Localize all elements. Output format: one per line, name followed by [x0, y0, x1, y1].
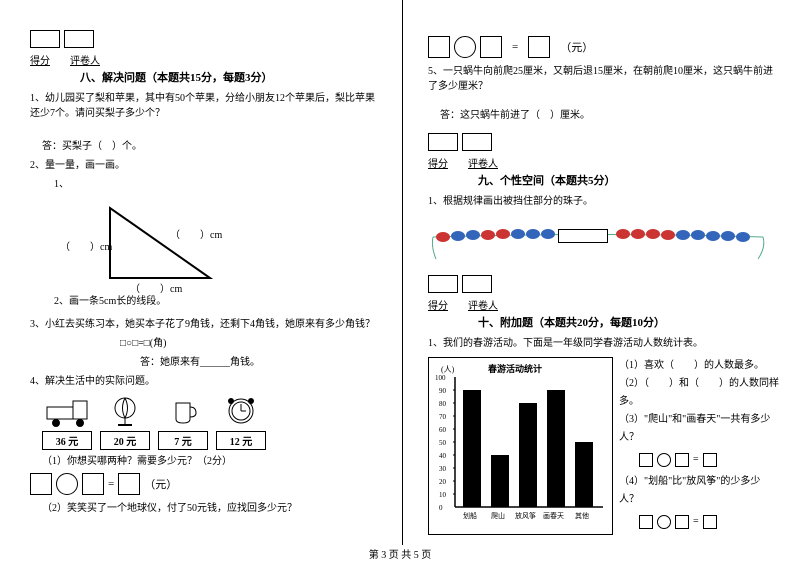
- blank-box: [118, 473, 140, 495]
- q8-3-ans: 答：她原来有______角钱。: [140, 355, 382, 370]
- eq-row-1: = （元）: [30, 473, 382, 495]
- blank-box: [703, 515, 717, 529]
- svg-text:其他: 其他: [575, 511, 589, 520]
- svg-text:20: 20: [439, 478, 447, 486]
- blank-box: [675, 515, 689, 529]
- item-cup: 7 元: [158, 393, 208, 450]
- cq3: （3）"爬山"和"画春天"一共有多少人？: [619, 411, 780, 447]
- unit-yuan: （元）: [560, 39, 593, 55]
- triangle-figure: （ ）cm （ ）cm （ ）cm: [80, 198, 240, 288]
- blank-box: [675, 453, 689, 467]
- item-globe: 20 元: [100, 393, 150, 450]
- q8-1: 1、幼儿园买了梨和苹果，其中有50个苹果，分给小朋友12个苹果后，梨比苹果还少7…: [30, 91, 382, 121]
- blank-circle: [454, 36, 476, 58]
- svg-text:40: 40: [439, 452, 447, 460]
- svg-text:爬山: 爬山: [491, 511, 505, 520]
- tri-label-left: （ ）cm: [60, 238, 112, 253]
- score-label: 得分: [30, 52, 50, 67]
- equals-sign: =: [108, 478, 114, 490]
- item-clock: 12 元: [216, 393, 266, 450]
- svg-text:80: 80: [439, 400, 447, 408]
- svg-text:30: 30: [439, 465, 447, 473]
- price-1: 36 元: [42, 431, 92, 450]
- score-box: [428, 275, 458, 293]
- reviewer-box: [64, 30, 94, 48]
- score-section: [30, 30, 382, 48]
- blank-box: [639, 515, 653, 529]
- blank-box: [428, 36, 450, 58]
- q8-2-2: 2、画一条5cm长的线段。: [54, 294, 382, 309]
- q8-4-1: （1）你想买哪两种？需要多少元？（2分）: [42, 454, 382, 469]
- q8-2: 2、量一量，画一画。: [30, 158, 382, 173]
- tri-label-hyp: （ ）cm: [170, 226, 222, 241]
- chart-title: 春游活动统计: [487, 363, 542, 374]
- blank-circle: [657, 515, 671, 529]
- q8-5: 5、一只蜗牛向前爬25厘米，又朝后退15厘米，在朝前爬10厘米，这只蜗牛前进了多…: [428, 64, 780, 94]
- score-section-9: [428, 133, 780, 151]
- equals-sign: =: [512, 41, 518, 53]
- q8-4: 4、解决生活中的实际问题。: [30, 374, 382, 389]
- tri-label-bottom: （ ）cm: [130, 280, 182, 295]
- items-row: 36 元 20 元 7 元 12 元: [42, 393, 382, 450]
- price-3: 7 元: [158, 431, 208, 450]
- score-section-10: [428, 275, 780, 293]
- price-4: 12 元: [216, 431, 266, 450]
- bar-chart: (人) 春游活动统计 0 10 20 30 40 50 60 70 80 90 …: [428, 357, 613, 535]
- score-box: [428, 133, 458, 151]
- q8-5-ans: 答：这只蜗牛前进了（ ）厘米。: [440, 108, 780, 123]
- svg-text:70: 70: [439, 413, 447, 421]
- blank-box: [480, 36, 502, 58]
- blank-box: [639, 453, 653, 467]
- price-2: 20 元: [100, 431, 150, 450]
- q10-1: 1、我们的春游活动。下面是一年级同学春游活动人数统计表。: [428, 336, 780, 351]
- eq-row-top: = （元）: [428, 36, 780, 58]
- q8-1-ans: 答：买梨子（ ）个。: [42, 139, 382, 154]
- svg-text:0: 0: [439, 504, 443, 512]
- score-label: 得分: [428, 155, 448, 170]
- q8-4-2: （2）笑笑买了一个地球仪，付了50元钱，应找回多少元？: [42, 501, 382, 516]
- beads-figure: [428, 217, 780, 267]
- unit-yuan: （元）: [144, 476, 177, 492]
- cq2: （2）（ ）和（ ）的人数同样多。: [619, 375, 780, 411]
- svg-text:50: 50: [439, 439, 447, 447]
- blank-circle: [657, 453, 671, 467]
- page-footer: 第 3 页 共 5 页: [0, 546, 800, 561]
- q8-3: 3、小红去买练习本，她买本子花了9角钱，还剩下4角钱，她原来有多少角钱？: [30, 317, 382, 332]
- chart-questions: （1）喜欢（ ）的人数最多。 （2）（ ）和（ ）的人数同样多。 （3）"爬山"…: [619, 357, 780, 535]
- chart-axis-label: (人): [441, 365, 455, 374]
- reviewer-label: 评卷人: [468, 297, 498, 312]
- svg-text:100: 100: [435, 374, 446, 382]
- blank-box: [703, 453, 717, 467]
- svg-text:10: 10: [439, 491, 447, 499]
- q8-3-eq: □○□=□(角): [120, 336, 382, 351]
- reviewer-label: 评卷人: [70, 52, 100, 67]
- score-label: 得分: [428, 297, 448, 312]
- hidden-beads-box: [558, 229, 608, 243]
- reviewer-label: 评卷人: [468, 155, 498, 170]
- svg-text:90: 90: [439, 387, 447, 395]
- q8-2-1: 1、: [54, 177, 382, 192]
- svg-text:放风筝: 放风筝: [515, 511, 536, 520]
- svg-text:画春天: 画春天: [543, 511, 564, 520]
- equals-sign: =: [693, 513, 699, 531]
- q9-1: 1、根据规律画出被挡住部分的珠子。: [428, 194, 780, 209]
- reviewer-box: [462, 275, 492, 293]
- item-truck: 36 元: [42, 393, 92, 450]
- reviewer-box: [462, 133, 492, 151]
- score-box: [30, 30, 60, 48]
- cq1: （1）喜欢（ ）的人数最多。: [619, 357, 780, 375]
- section-8-title: 八、解决问题（本题共15分，每题3分）: [80, 69, 382, 85]
- svg-text:划船: 划船: [463, 511, 477, 520]
- blank-box: [528, 36, 550, 58]
- blank-box: [82, 473, 104, 495]
- blank-circle: [56, 473, 78, 495]
- section-9-title: 九、个性空间（本题共5分）: [478, 172, 780, 188]
- svg-text:60: 60: [439, 426, 447, 434]
- chart-wrap: (人) 春游活动统计 0 10 20 30 40 50 60 70 80 90 …: [428, 357, 780, 535]
- blank-box: [30, 473, 52, 495]
- section-10-title: 十、附加题（本题共20分，每题10分）: [478, 314, 780, 330]
- equals-sign: =: [693, 451, 699, 469]
- cq4: （4）"划船"比"放风筝"的少多少人？: [619, 473, 780, 509]
